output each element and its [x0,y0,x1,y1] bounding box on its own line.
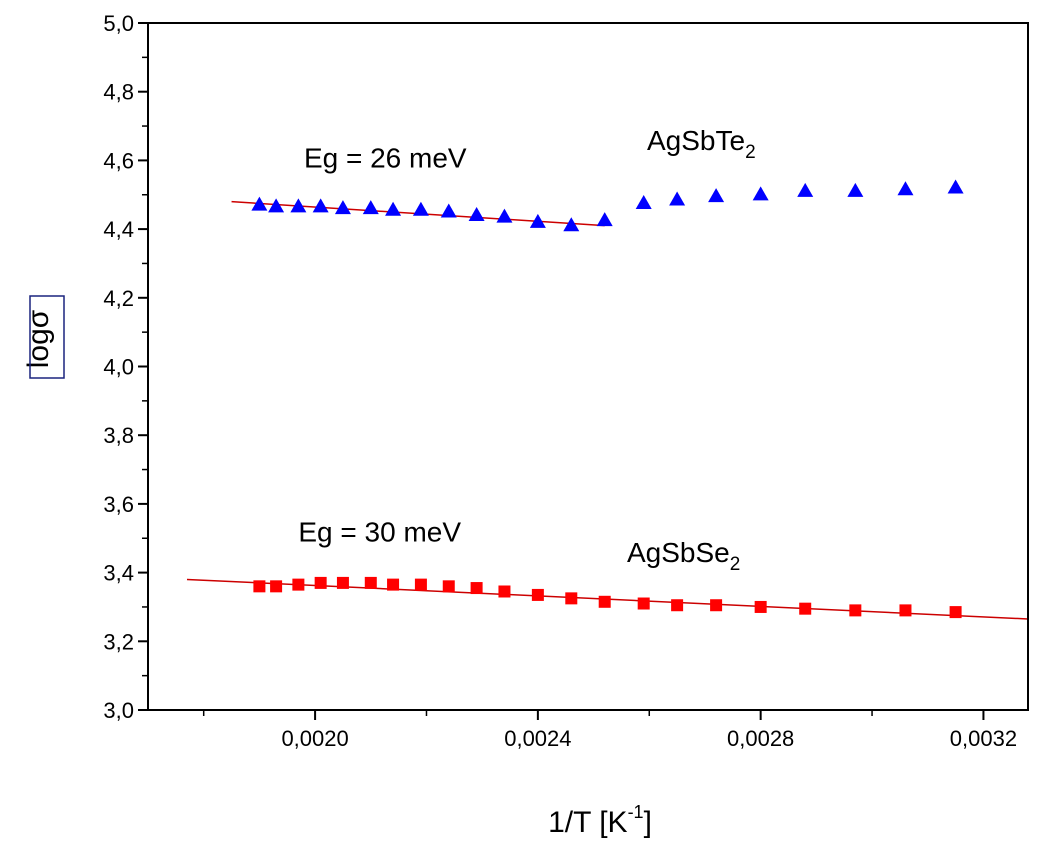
labels: logσ 1/T [K-1] AgSbTe2 AgSbSe2 Eg = 26 m… [22,125,756,839]
square-marker [637,597,650,610]
square-marker [498,585,511,598]
square-marker [270,580,283,593]
y-tick-label: 4,8 [103,80,134,105]
data-markers [251,179,964,619]
triangle-marker [362,200,379,215]
square-marker [598,595,611,608]
square-marker [414,578,427,591]
y-tick-label: 3,0 [103,698,134,723]
square-marker [470,582,483,595]
square-marker [710,599,723,612]
square-marker [799,602,812,615]
series-label-agsbte2: AgSbTe2 [647,125,756,163]
y-axis-title-symbol: σ [22,309,55,328]
triangle-marker [412,201,429,216]
triangle-marker [251,196,268,211]
y-tick-label: 4,0 [103,355,134,380]
triangle-marker [385,201,402,216]
x-tick-label: 0,0020 [281,726,348,751]
square-marker [671,599,684,612]
y-tick-label: 3,4 [103,561,134,586]
x-axis-title-text: 1/T [K [548,806,627,839]
square-marker [253,580,266,593]
triangle-marker [752,186,769,201]
triangle-marker [468,206,485,221]
square-marker [531,588,544,601]
triangle-marker [669,191,686,206]
square-marker [292,578,305,591]
triangle-marker [596,212,613,227]
triangle-marker [847,182,864,197]
annotation-eg-30: Eg = 30 meV [298,517,461,548]
y-tick-label: 4,2 [103,286,134,311]
triangle-marker [563,217,580,232]
square-marker [364,576,377,589]
y-tick-label: 4,4 [103,217,134,242]
square-marker [565,592,578,605]
triangle-marker [897,181,914,196]
x-axis-title: 1/T [K-1] [548,802,652,839]
triangle-marker [947,179,964,194]
square-marker [899,604,912,617]
triangle-marker [529,213,546,228]
y-tick-label: 3,6 [103,492,134,517]
x-tick-label: 0,0028 [727,726,794,751]
x-axis-title-superscript: -1 [628,802,644,822]
y-axis-title-box [29,295,65,379]
x-tick-label: 0,0024 [504,726,571,751]
triangle-marker [440,203,457,218]
square-marker [754,600,767,613]
ticks: 3,0 3,2 3,4 3,6 3,8 4,0 4,2 4,4 4,6 4,8 5,0 0,0020 0… [103,11,1017,751]
square-marker [949,606,962,619]
y-axis-title: logσ [22,309,55,368]
triangle-marker [312,198,329,213]
series-label-agsbse2: AgSbSe2 [627,537,740,575]
annotation-eg-26: Eg = 26 meV [304,142,467,173]
square-marker [849,604,862,617]
y-axis-title-text: log [22,328,55,368]
y-tick-label: 4,6 [103,148,134,173]
square-marker [336,576,349,589]
square-marker [442,580,455,593]
triangle-marker [290,198,307,213]
square-marker [314,576,327,589]
triangle-marker [268,198,285,213]
triangle-marker [334,200,351,215]
triangle-marker [708,188,725,203]
triangle-marker [496,208,513,223]
y-tick-label: 3,2 [103,629,134,654]
y-tick-label: 5,0 [103,11,134,36]
x-axis-title-end: ] [644,806,652,839]
triangle-marker [797,182,814,197]
triangle-marker [635,194,652,209]
y-tick-label: 3,8 [103,423,134,448]
square-marker [387,578,400,591]
x-tick-label: 0,0032 [950,726,1017,751]
